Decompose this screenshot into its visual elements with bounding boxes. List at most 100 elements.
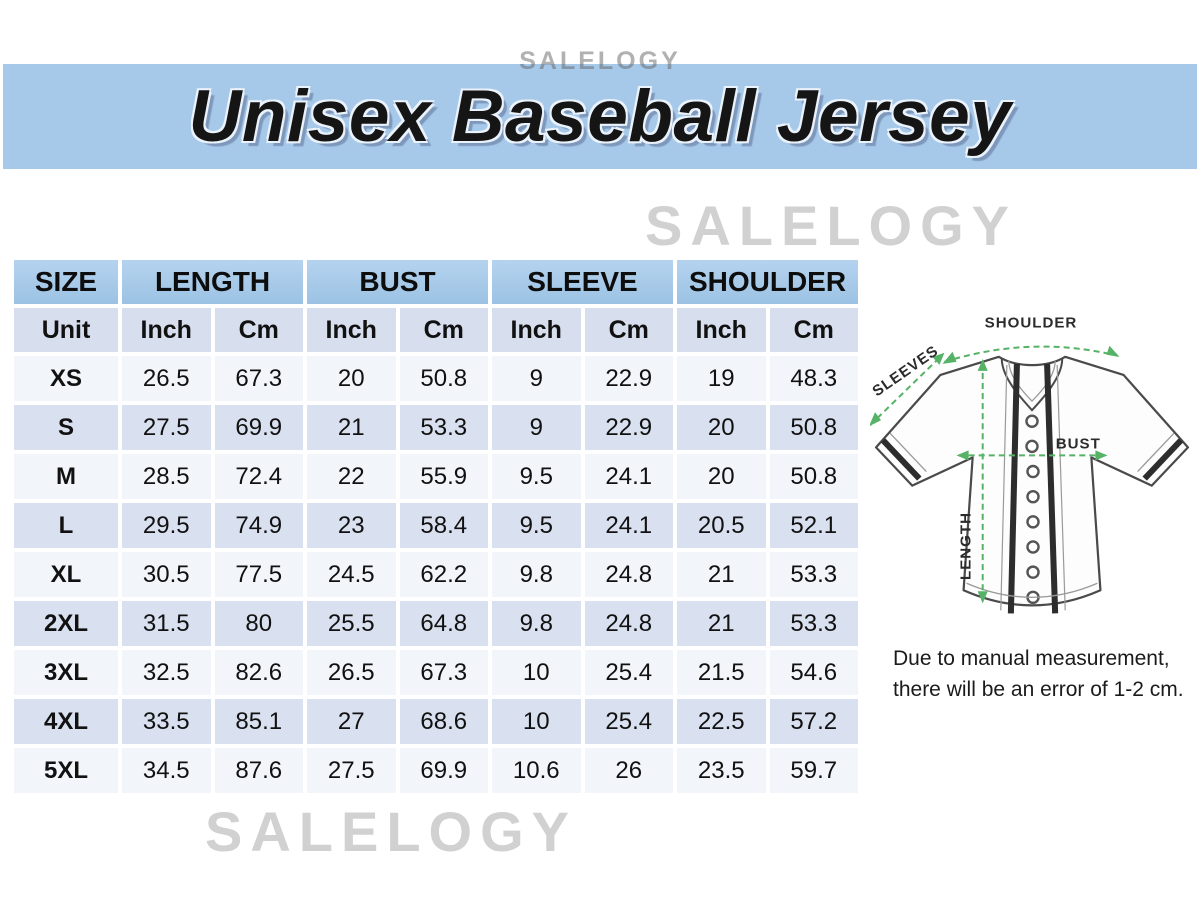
bust-label: BUST xyxy=(1056,435,1101,452)
size-cell: M xyxy=(14,454,118,499)
unit-row: Unit Inch Cm Inch Cm Inch Cm Inch Cm xyxy=(14,308,858,352)
value-cell: 20.5 xyxy=(677,503,766,548)
sleeve-band-right-edge xyxy=(1137,432,1175,472)
button xyxy=(1026,489,1040,504)
page-title: Unisex Baseball Jersey xyxy=(188,76,1012,157)
unit-cell: Cm xyxy=(399,308,488,352)
value-cell: 34.5 xyxy=(122,748,211,793)
bust-arrowhead-left xyxy=(956,450,969,461)
value-cell: 31.5 xyxy=(122,601,211,646)
watermark-top: SALELOGY xyxy=(519,47,681,75)
button xyxy=(1026,540,1040,554)
measurement-note: Due to manual measurement, there will be… xyxy=(893,643,1184,705)
unit-cell: Cm xyxy=(769,308,858,352)
table-row: XL 30.5 77.5 24.5 62.2 9.8 24.8 21 53.3 xyxy=(14,552,858,597)
value-cell: 53.3 xyxy=(769,601,858,646)
shoulder-label: SHOULDER xyxy=(985,315,1078,332)
unit-cell: Inch xyxy=(307,308,396,352)
value-cell: 23.5 xyxy=(677,748,766,793)
value-cell: 20 xyxy=(677,454,766,499)
unit-cell: Inch xyxy=(492,308,581,352)
jersey-svg: SHOULDER SLEEVES BUST LENGTH xyxy=(868,315,1190,614)
value-cell: 58.4 xyxy=(399,503,488,548)
value-cell: 22 xyxy=(307,454,396,499)
value-cell: 22.5 xyxy=(677,699,766,744)
value-cell: 9 xyxy=(492,405,581,450)
button xyxy=(1026,515,1040,529)
value-cell: 33.5 xyxy=(122,699,211,744)
col-header-bust: BUST xyxy=(307,260,488,304)
value-cell: 69.9 xyxy=(399,748,488,793)
note-line-1: Due to manual measurement, xyxy=(893,647,1170,670)
size-cell: 4XL xyxy=(14,699,118,744)
value-cell: 26 xyxy=(584,748,673,793)
value-cell: 19 xyxy=(677,356,766,401)
sleeves-arrowhead-bottom xyxy=(868,412,882,427)
value-cell: 62.2 xyxy=(399,552,488,597)
unit-label: Unit xyxy=(14,308,118,352)
value-cell: 69.9 xyxy=(214,405,303,450)
value-cell: 9.8 xyxy=(492,601,581,646)
shoulder-arrowhead-right xyxy=(1106,345,1120,357)
value-cell: 28.5 xyxy=(122,454,211,499)
value-cell: 27.5 xyxy=(122,405,211,450)
value-cell: 10.6 xyxy=(492,748,581,793)
size-cell: XL xyxy=(14,552,118,597)
size-cell: 3XL xyxy=(14,650,118,695)
value-cell: 9 xyxy=(492,356,581,401)
value-cell: 50.8 xyxy=(399,356,488,401)
value-cell: 26.5 xyxy=(122,356,211,401)
table-row: 5XL 34.5 87.6 27.5 69.9 10.6 26 23.5 59.… xyxy=(14,748,858,793)
placket-left-stripe xyxy=(1007,363,1020,614)
sleeve-band-left xyxy=(880,438,922,481)
jersey-outline xyxy=(874,355,1190,607)
size-cell: 5XL xyxy=(14,748,118,793)
value-cell: 67.3 xyxy=(214,356,303,401)
placket-left-edge xyxy=(1000,364,1008,611)
button xyxy=(1026,464,1040,479)
buttons xyxy=(1025,414,1040,605)
value-cell: 24.8 xyxy=(584,601,673,646)
table-row: 4XL 33.5 85.1 27 68.6 10 25.4 22.5 57.2 xyxy=(14,699,858,744)
value-cell: 64.8 xyxy=(399,601,488,646)
table-row: S 27.5 69.9 21 53.3 9 22.9 20 50.8 xyxy=(14,405,858,450)
value-cell: 21.5 xyxy=(677,650,766,695)
length-arrowhead-top xyxy=(977,358,988,371)
note-line-2: there will be an error of 1-2 cm. xyxy=(893,678,1184,701)
value-cell: 24.1 xyxy=(584,503,673,548)
value-cell: 52.1 xyxy=(769,503,858,548)
value-cell: 9.5 xyxy=(492,454,581,499)
value-cell: 48.3 xyxy=(769,356,858,401)
button xyxy=(1025,414,1039,428)
collar-inner-line xyxy=(1008,360,1056,403)
col-header-sleeve: SLEEVE xyxy=(492,260,673,304)
length-arrowhead-bottom xyxy=(977,591,988,604)
table-row: 2XL 31.5 80 25.5 64.8 9.8 24.8 21 53.3 xyxy=(14,601,858,646)
value-cell: 67.3 xyxy=(399,650,488,695)
unit-cell: Cm xyxy=(584,308,673,352)
hem-line xyxy=(966,582,1098,598)
value-cell: 24.8 xyxy=(584,552,673,597)
value-cell: 55.9 xyxy=(399,454,488,499)
value-cell: 21 xyxy=(677,552,766,597)
value-cell: 25.4 xyxy=(584,699,673,744)
value-cell: 87.6 xyxy=(214,748,303,793)
unit-cell: Inch xyxy=(122,308,211,352)
value-cell: 72.4 xyxy=(214,454,303,499)
value-cell: 27 xyxy=(307,699,396,744)
table-header-row: SIZE LENGTH BUST SLEEVE SHOULDER xyxy=(14,260,858,304)
placket-right-stripe xyxy=(1044,363,1059,614)
col-header-size: SIZE xyxy=(14,260,118,304)
value-cell: 53.3 xyxy=(769,552,858,597)
shoulder-arrow xyxy=(944,345,1118,363)
value-cell: 80 xyxy=(214,601,303,646)
value-cell: 54.6 xyxy=(769,650,858,695)
value-cell: 24.5 xyxy=(307,552,396,597)
unit-cell: Inch xyxy=(677,308,766,352)
watermark-middle: SALELOGY xyxy=(645,194,1018,257)
value-cell: 57.2 xyxy=(769,699,858,744)
size-cell: XS xyxy=(14,356,118,401)
value-cell: 53.3 xyxy=(399,405,488,450)
value-cell: 32.5 xyxy=(122,650,211,695)
